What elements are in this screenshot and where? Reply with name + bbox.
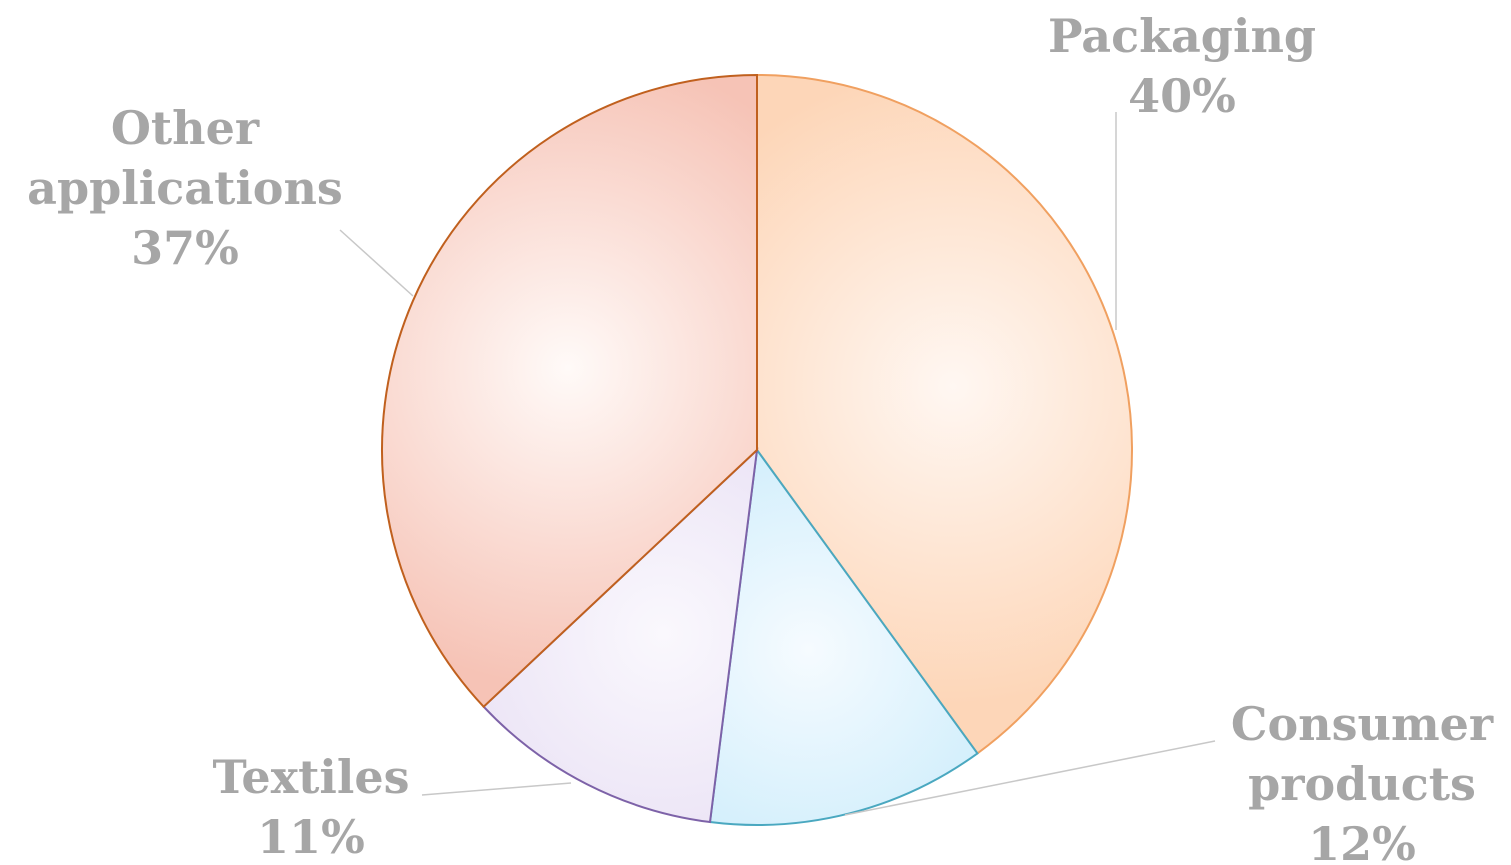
data-label-other-applications-line-2: applications bbox=[27, 161, 343, 215]
leader-line-other-applications bbox=[339, 229, 414, 297]
data-labels: Packaging 40% Consumer products 12% Textiles 1… bbox=[27, 9, 1494, 865]
slice-other-applications bbox=[381, 73, 758, 709]
leader-line-consumer-products bbox=[844, 740, 1216, 816]
data-label-consumer-products-line-1: Consumer bbox=[1231, 697, 1494, 751]
leader-lines bbox=[339, 112, 1216, 816]
data-label-consumer-products-line-3: 12% bbox=[1308, 817, 1416, 865]
leader-line-textiles bbox=[421, 782, 572, 796]
slice-textiles bbox=[482, 447, 759, 824]
pie-slices bbox=[381, 73, 1133, 826]
data-label-packaging-line-2: 40% bbox=[1128, 69, 1236, 123]
data-label-textiles-line-2: 11% bbox=[257, 810, 365, 864]
data-label-packaging-line-1: Packaging bbox=[1048, 9, 1316, 63]
data-label-textiles-line-1: Textiles bbox=[212, 750, 409, 804]
data-label-other-applications-line-3: 37% bbox=[131, 221, 239, 275]
slice-packaging bbox=[756, 73, 1133, 755]
data-label-other-applications-line-1: Other bbox=[111, 101, 260, 155]
data-label-consumer-products-line-2: products bbox=[1248, 757, 1476, 811]
